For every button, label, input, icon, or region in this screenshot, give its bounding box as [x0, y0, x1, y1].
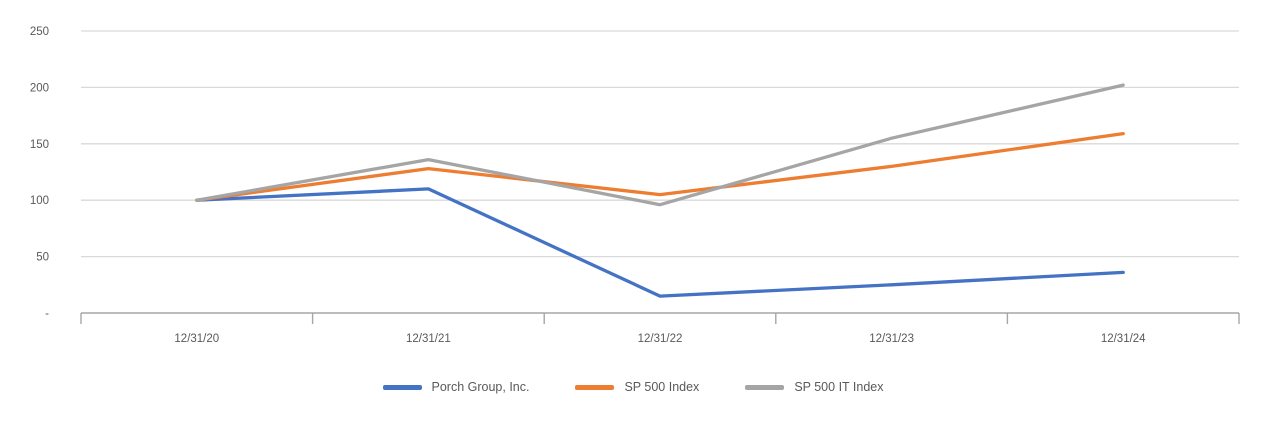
legend-swatch-porch-group	[382, 384, 422, 390]
y-axis-label: 250	[30, 26, 49, 38]
y-axis-label: 100	[30, 195, 49, 207]
x-axis-label: 12/31/22	[638, 333, 683, 345]
x-axis-label: 12/31/24	[1101, 333, 1146, 345]
series-line-porch-group-inc	[195, 187, 1125, 298]
x-axis-label: 12/31/20	[174, 333, 219, 345]
y-axis-label: 150	[30, 139, 49, 151]
legend-label-sp500-it: SP 500 IT Index	[794, 380, 884, 394]
chart-legend: Porch Group, Inc. SP 500 Index SP 500 IT…	[0, 380, 1266, 394]
legend-item-porch-group: Porch Group, Inc.	[382, 380, 530, 394]
y-axis-label: -	[45, 308, 49, 320]
legend-label-sp500: SP 500 Index	[624, 380, 700, 394]
legend-item-sp500: SP 500 Index	[575, 380, 699, 394]
x-axis-label: 12/31/23	[869, 333, 914, 345]
legend-label-porch-group: Porch Group, Inc.	[431, 380, 530, 394]
legend-swatch-sp500	[575, 384, 615, 390]
y-axis-label: 50	[36, 252, 49, 264]
legend-item-sp500-it: SP 500 IT Index	[745, 380, 884, 394]
series-line-sp-500-it-index	[195, 83, 1125, 207]
series-line-sp-500-index	[195, 131, 1125, 202]
x-axis-label: 12/31/21	[406, 333, 451, 345]
y-axis-label: 200	[30, 82, 49, 94]
legend-swatch-sp500-it	[745, 384, 785, 390]
